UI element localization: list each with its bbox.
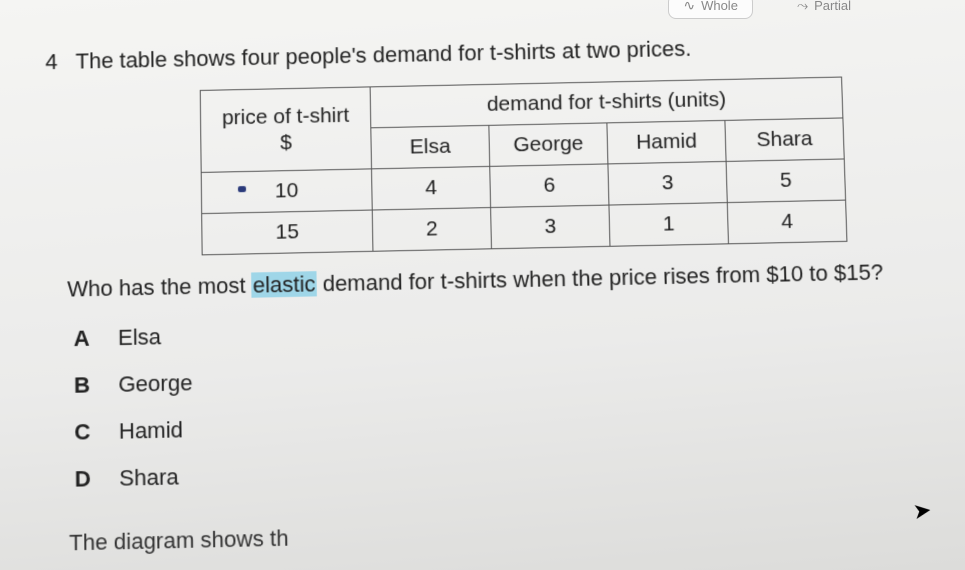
cell: 4 — [727, 200, 847, 244]
option-a[interactable]: A Elsa — [74, 307, 944, 352]
followup-pre: Who has the most — [67, 272, 252, 301]
mouse-cursor-icon: ➤ — [911, 497, 933, 525]
option-d[interactable]: D Shara — [75, 448, 949, 493]
price-header-line2: $ — [205, 129, 367, 156]
cell: 3 — [491, 205, 610, 249]
question-prompt: The table shows four people's demand for… — [75, 31, 933, 75]
col-george: George — [489, 123, 608, 167]
option-text: Elsa — [118, 324, 161, 351]
next-question-fragment: The diagram shows th — [69, 511, 950, 556]
option-text: George — [118, 370, 192, 398]
followup-question: Who has the most elastic demand for t-sh… — [67, 254, 941, 306]
cell: 3 — [608, 161, 727, 205]
col-hamid: Hamid — [607, 120, 726, 163]
question-number: 4 — [30, 49, 58, 75]
followup-post: demand for t-shirts when the price rises… — [316, 259, 883, 296]
price-15: 15 — [202, 210, 373, 255]
option-text: Hamid — [119, 417, 184, 445]
bullet-icon — [238, 186, 246, 192]
option-text: Shara — [119, 464, 179, 492]
cell: 5 — [726, 159, 845, 203]
options-list: A Elsa B George C Hamid D Shara — [74, 307, 949, 492]
demand-table-wrap: price of t-shirt $ demand for t-shirts (… — [200, 75, 940, 256]
price-10: 10 — [201, 169, 372, 214]
cell: 4 — [372, 166, 491, 210]
price-10-val: 10 — [275, 179, 299, 203]
option-b[interactable]: B George — [74, 354, 945, 399]
col-elsa: Elsa — [371, 125, 490, 169]
cell: 1 — [609, 203, 729, 247]
col-shara: Shara — [725, 118, 844, 161]
page-content: 4 The table shows four people's demand f… — [0, 0, 965, 558]
option-c[interactable]: C Hamid — [74, 401, 946, 446]
option-letter: B — [74, 372, 96, 399]
question-row: 4 The table shows four people's demand f… — [30, 31, 934, 76]
price-header: price of t-shirt $ — [200, 87, 371, 173]
cell: 6 — [490, 164, 609, 208]
cell: 2 — [372, 208, 491, 252]
demand-table: price of t-shirt $ demand for t-shirts (… — [200, 77, 848, 256]
option-letter: D — [75, 466, 97, 493]
option-letter: A — [74, 325, 96, 352]
option-letter: C — [74, 419, 96, 446]
price-header-line1: price of t-shirt — [222, 103, 350, 129]
highlight-elastic: elastic — [252, 271, 317, 298]
